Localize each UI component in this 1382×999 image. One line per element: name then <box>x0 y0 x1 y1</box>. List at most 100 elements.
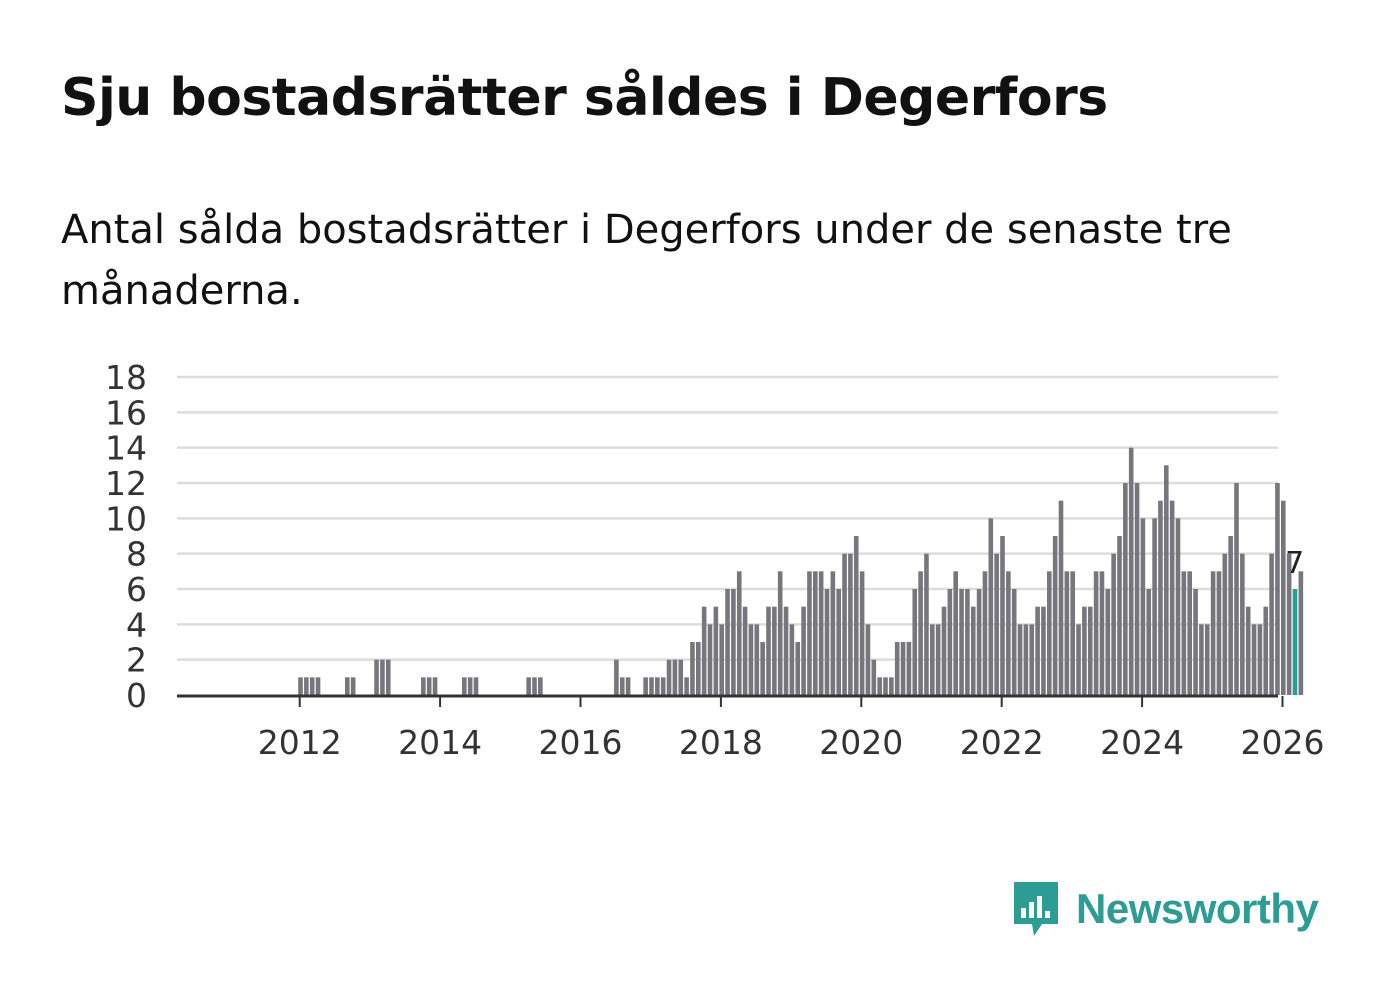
x-tick-label: 2016 <box>539 723 623 762</box>
bar <box>1158 500 1163 695</box>
bar <box>859 571 865 695</box>
bar <box>1281 500 1286 695</box>
bar <box>1017 624 1023 695</box>
bar <box>309 677 315 695</box>
bar <box>678 659 684 695</box>
bar <box>1047 571 1052 695</box>
bar <box>1216 571 1222 695</box>
x-tick-label: 2020 <box>819 723 903 762</box>
bar <box>982 571 988 695</box>
brand-name: Newsworthy <box>1076 885 1319 932</box>
bar <box>736 571 742 695</box>
bar <box>719 624 724 695</box>
bar <box>643 677 648 695</box>
bar <box>1052 536 1058 695</box>
bar <box>824 589 830 695</box>
bar <box>953 571 958 695</box>
x-tick-label: 2024 <box>1100 723 1184 762</box>
bar <box>1164 465 1169 695</box>
latest-value-label: 7 <box>1285 546 1304 581</box>
bar <box>1099 571 1105 695</box>
bar <box>1000 536 1005 695</box>
bar <box>1240 553 1245 695</box>
bar <box>713 606 719 695</box>
bar <box>1146 589 1152 695</box>
bar <box>690 642 695 695</box>
bar <box>930 624 935 695</box>
bar <box>655 677 660 695</box>
bar <box>1193 589 1198 695</box>
bar <box>614 659 619 695</box>
y-tick-label: 4 <box>126 605 147 644</box>
bar <box>766 606 771 695</box>
bar <box>1245 606 1251 695</box>
bar <box>374 659 379 695</box>
bar <box>1029 624 1035 695</box>
y-tick-label: 18 <box>105 358 147 397</box>
bar <box>1076 624 1081 695</box>
bar <box>941 606 947 695</box>
bar <box>912 589 918 695</box>
bar <box>672 659 678 695</box>
bar <box>666 659 672 695</box>
bar <box>619 677 625 695</box>
bar <box>918 571 923 695</box>
bar <box>526 677 531 695</box>
bar <box>660 677 666 695</box>
bar <box>725 589 730 695</box>
x-tick-label: 2014 <box>398 723 482 762</box>
bar <box>965 589 970 695</box>
x-tick-label: 2026 <box>1241 723 1325 762</box>
bar <box>976 589 982 695</box>
bar <box>1140 518 1146 695</box>
bar <box>1204 624 1210 695</box>
bar <box>871 659 877 695</box>
bar <box>380 659 385 695</box>
bar <box>1134 483 1140 695</box>
bar <box>742 606 748 695</box>
bar-chart-speech-bubble-icon <box>1014 882 1058 936</box>
y-tick-label: 2 <box>126 641 147 680</box>
bar <box>1082 606 1087 695</box>
bar <box>836 589 841 695</box>
bar <box>432 677 438 695</box>
y-tick-label: 16 <box>105 393 147 432</box>
bar <box>853 536 859 695</box>
bar <box>900 642 906 695</box>
x-tick-label: 2022 <box>960 723 1044 762</box>
bar <box>345 677 350 695</box>
bar <box>1175 518 1181 695</box>
bar <box>877 677 882 695</box>
bar <box>1128 447 1134 695</box>
bar <box>1222 553 1228 695</box>
bar <box>1298 571 1304 695</box>
bar <box>1152 518 1157 695</box>
bar <box>1070 571 1075 695</box>
bar <box>959 589 964 695</box>
bar <box>1087 606 1093 695</box>
bar <box>1006 571 1011 695</box>
bar <box>1169 500 1175 695</box>
y-tick-label: 12 <box>105 464 147 503</box>
bar <box>748 624 754 695</box>
bar <box>994 553 999 695</box>
bar <box>532 677 537 695</box>
bar <box>906 642 912 695</box>
bar <box>807 571 812 695</box>
bar <box>1199 624 1204 695</box>
bar <box>754 624 760 695</box>
bar <box>1058 500 1064 695</box>
bar <box>1269 553 1274 695</box>
bar <box>1117 536 1122 695</box>
bar <box>988 518 994 695</box>
bar <box>462 677 467 695</box>
bar <box>696 642 701 695</box>
bar <box>1105 589 1111 695</box>
bar <box>1123 483 1128 695</box>
bar <box>924 553 929 695</box>
bar <box>894 642 900 695</box>
bar <box>1210 571 1216 695</box>
x-axis-ticks: 2012 2014 2016 2018 2020 2022 2024 2026 <box>258 696 1325 762</box>
